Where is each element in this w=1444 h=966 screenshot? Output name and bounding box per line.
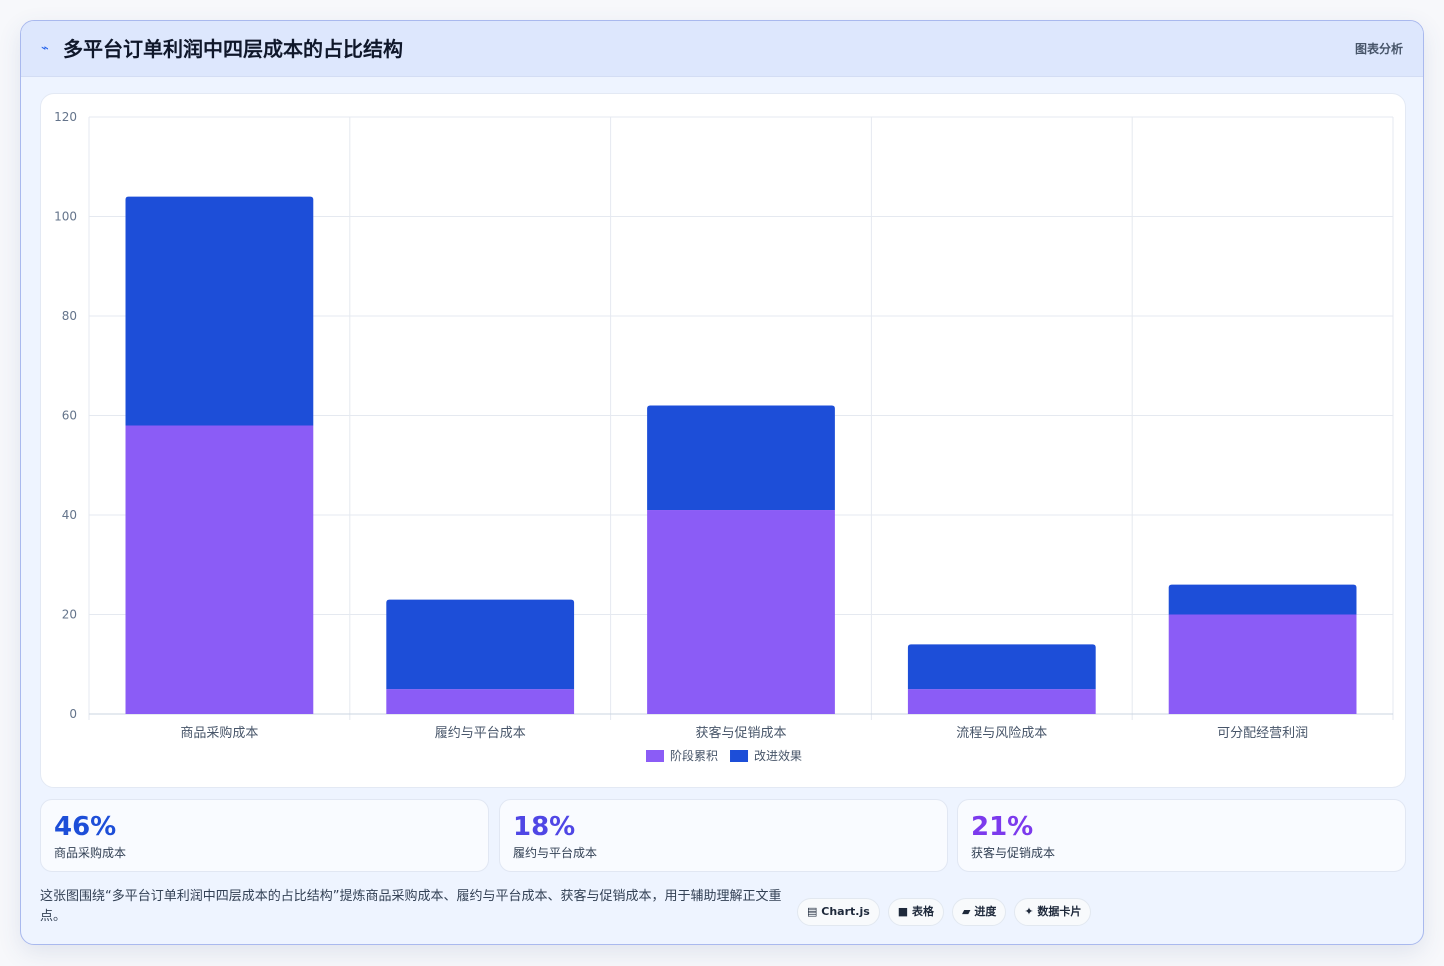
chart-analysis-label: 图表分析 xyxy=(1354,42,1403,56)
tag-progress[interactable]: ▰ 进度 xyxy=(952,898,1007,926)
x-tick-label: 获客与促销成本 xyxy=(695,725,786,741)
tag-table[interactable]: ■ 表格 xyxy=(887,898,945,926)
x-tick-label: 可分配经营利润 xyxy=(1217,726,1308,741)
stat-card-fulfillment: 18% 履约与平台成本 xyxy=(499,799,948,872)
bar-segment xyxy=(647,405,835,511)
panel-header: ⌁ 多平台订单利润中四层成本的占比结构 图表分析 xyxy=(21,21,1423,77)
tag-label: 进度 xyxy=(974,905,997,918)
tag-list: ▤ Chart.js ■ 表格 ▰ 进度 ✦ 数据卡片 xyxy=(797,898,1092,926)
stat-label: 商品采购成本 xyxy=(54,846,127,860)
legend-swatch xyxy=(646,750,664,762)
card-icon: ✦ xyxy=(1024,905,1034,918)
chart-card: 0 20 40 60 80 100 120 商品采购成本 履约与平台成本 获客与促销成本 流程与风险… xyxy=(40,93,1406,788)
legend-label: 阶段累积 xyxy=(670,748,718,763)
stat-value: 46% xyxy=(54,812,117,842)
bar-segment xyxy=(386,689,575,714)
bar-segment xyxy=(125,425,314,714)
y-tick-label: 20 xyxy=(62,608,77,622)
x-tick-label: 商品采购成本 xyxy=(180,725,258,741)
chart-description: 这张图围绕“多平台订单利润中四层成本的占比结构”提炼商品采购成本、履约与平台成本… xyxy=(40,889,782,924)
tag-label: 数据卡片 xyxy=(1037,905,1082,918)
bar-segment xyxy=(907,689,1096,714)
stat-card-acquisition: 21% 获客与促销成本 xyxy=(957,799,1406,872)
stat-value: 21% xyxy=(971,812,1034,842)
y-tick-label: 60 xyxy=(62,409,77,423)
chart-panel: ⌁ 多平台订单利润中四层成本的占比结构 图表分析 0 20 40 60 80 100 120… xyxy=(20,20,1424,945)
y-tick-label: 40 xyxy=(62,508,77,522)
tag-data-card[interactable]: ✦ 数据卡片 xyxy=(1014,898,1092,926)
bar-segment xyxy=(1168,584,1357,615)
progress-icon: ▰ xyxy=(962,905,971,918)
stat-label: 履约与平台成本 xyxy=(513,846,598,860)
tag-label: 表格 xyxy=(912,905,935,918)
y-tick-label: 80 xyxy=(62,309,77,323)
page-title: 多平台订单利润中四层成本的占比结构 xyxy=(63,37,403,61)
bar-segment xyxy=(386,599,575,690)
trend-line-icon: ⌁ xyxy=(41,41,49,56)
bar-segment xyxy=(647,510,835,714)
table-icon: ■ xyxy=(897,905,909,918)
x-tick-label: 流程与风险成本 xyxy=(956,726,1047,741)
bar-segment xyxy=(125,196,314,426)
tag-label: Chart.js xyxy=(821,905,870,918)
chart-icon: ▤ xyxy=(807,905,818,918)
tag-chartjs[interactable]: ▤ Chart.js xyxy=(797,898,880,926)
stat-card-procurement: 46% 商品采购成本 xyxy=(40,799,489,872)
y-tick-label: 100 xyxy=(54,210,77,224)
bar-segment xyxy=(1168,614,1357,714)
legend-swatch xyxy=(730,750,749,762)
x-tick-label: 履约与平台成本 xyxy=(435,726,526,741)
y-tick-label: 120 xyxy=(54,110,77,124)
stacked-bar-chart: 0 20 40 60 80 100 120 商品采购成本 履约与平台成本 获客与促销成本 流程与风险… xyxy=(54,110,1394,763)
legend-label: 改进效果 xyxy=(754,748,802,763)
stat-value: 18% xyxy=(513,812,576,842)
stat-label: 获客与促销成本 xyxy=(971,846,1056,860)
y-tick-label: 0 xyxy=(69,707,77,721)
bar-segment xyxy=(907,644,1096,690)
